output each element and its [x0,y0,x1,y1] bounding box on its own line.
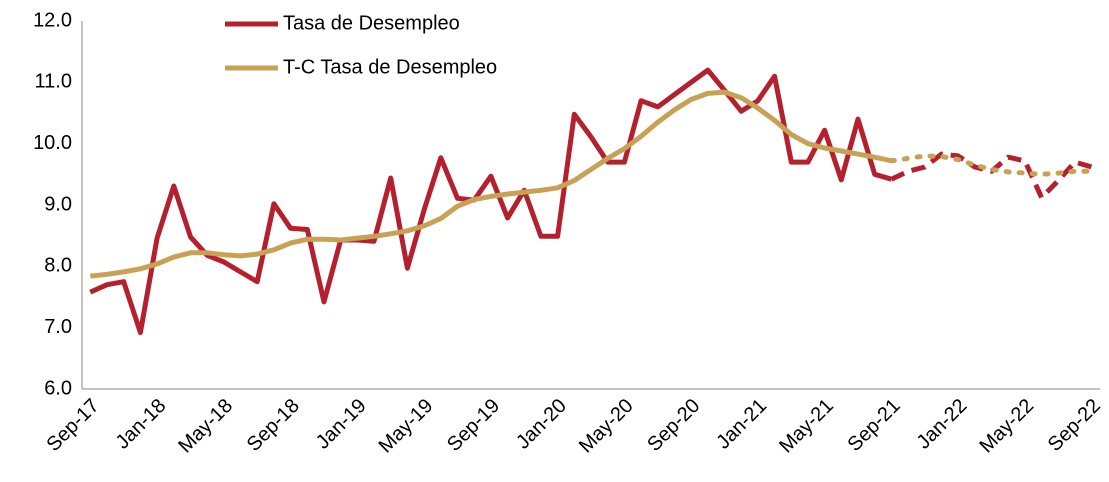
series-line-projection [890,151,1093,201]
x-tick-label: Sep-17 [42,395,103,456]
x-tick-label: May-19 [375,395,438,458]
y-tick-label: 8.0 [44,255,72,277]
x-tick-label: May-22 [975,395,1038,458]
x-tick-label: Jan-21 [712,395,771,454]
x-tick-label: Sep-21 [843,395,904,456]
x-tick-label: Jan-20 [512,395,571,454]
y-tick-label: 10.0 [33,132,72,154]
y-tick-label: 9.0 [44,193,72,215]
x-tick-label: Sep-20 [643,395,704,456]
x-tick-label: Sep-22 [1044,395,1105,456]
x-tick-label: Sep-19 [443,395,504,456]
y-tick-label: 11.0 [35,71,72,93]
x-tick-label: May-21 [775,395,838,458]
x-tick-label: May-20 [575,395,638,458]
series-line [89,67,893,336]
x-tick-label: Jan-18 [112,395,171,454]
series-line [90,89,892,279]
y-tick-label: 12.0 [33,9,72,31]
x-tick-label: May-18 [174,395,237,458]
legend-label: Tasa de Desempleo [283,12,460,34]
y-tick-label: 7.0 [44,316,72,338]
series-line-projection [888,153,1095,177]
x-tick-label: Sep-18 [243,395,304,456]
x-tick-label: Jan-22 [913,395,972,454]
y-tick-label: 6.0 [44,377,72,399]
x-tick-label: Jan-19 [312,395,371,454]
legend-label: T-C Tasa de Desempleo [283,56,497,78]
